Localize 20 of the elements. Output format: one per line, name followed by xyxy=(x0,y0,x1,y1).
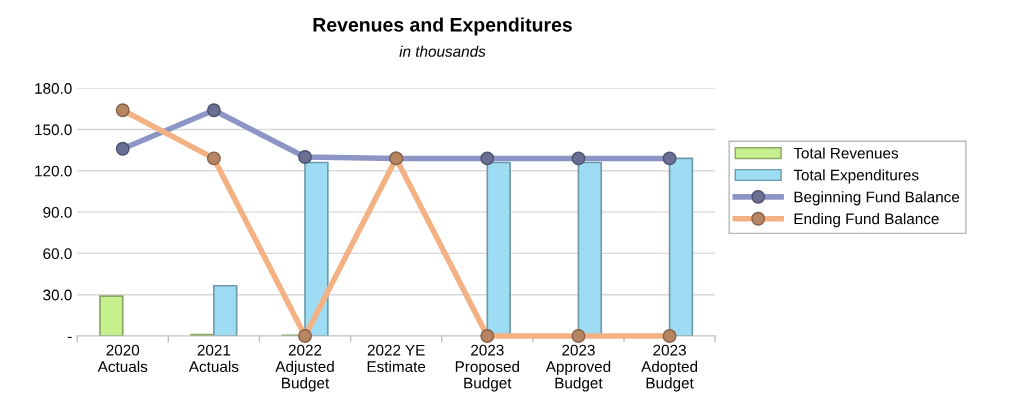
chart-subtitle: in thousands xyxy=(399,45,486,57)
x-tick-label: 2023 Adopted Budget xyxy=(641,344,698,392)
chart-title: Revenues and Expenditures xyxy=(313,17,572,36)
y-tick-label: 60.0 xyxy=(43,248,72,260)
y-tick-label: 120.0 xyxy=(35,165,72,177)
y-tick-label: - xyxy=(67,336,72,339)
x-tick-label: 2022 YE Estimate xyxy=(367,344,426,373)
x-tick-label: 2023 Proposed Budget xyxy=(455,344,520,392)
legend-label: Total Expenditures xyxy=(793,169,919,184)
x-tick-label: 2021 Actuals xyxy=(188,344,239,373)
y-tick-label: 30.0 xyxy=(43,289,72,301)
legend-label: Total Revenues xyxy=(793,147,899,159)
legend-label: Beginning Fund Balance xyxy=(794,191,960,206)
y-tick-label: 150.0 xyxy=(35,124,72,136)
y-tick-label: 180.0 xyxy=(35,83,72,94)
x-tick-label: 2022 Adjusted Budget xyxy=(275,344,334,392)
x-tick-label: 2020 Actuals xyxy=(97,344,148,373)
legend-label: Ending Fund Balance xyxy=(794,213,939,228)
x-tick-label: 2023 Approved Budget xyxy=(545,344,611,392)
y-tick-label: 90.0 xyxy=(43,206,72,218)
